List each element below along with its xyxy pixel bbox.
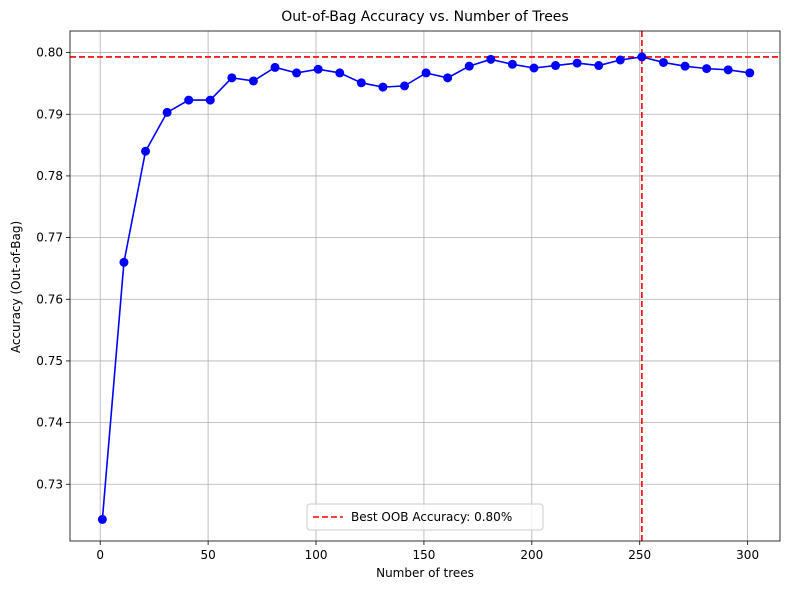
data-point-marker xyxy=(745,68,755,78)
data-point-marker xyxy=(270,62,280,72)
chart-title: Out-of-Bag Accuracy vs. Number of Trees xyxy=(281,9,568,25)
x-tick-label: 0 xyxy=(96,548,104,562)
data-point-marker xyxy=(184,95,194,105)
data-point-marker xyxy=(615,55,625,65)
data-point-marker xyxy=(205,95,215,105)
reference-lines xyxy=(70,31,780,541)
data-point-marker xyxy=(443,73,453,83)
y-tick-label: 0.80 xyxy=(36,46,63,60)
series-accuracy xyxy=(97,52,755,524)
y-tick-label: 0.76 xyxy=(36,292,63,306)
data-point-marker xyxy=(529,63,539,73)
plot-area-frame xyxy=(69,30,781,542)
x-tick-label: 100 xyxy=(305,548,328,562)
data-point-marker xyxy=(507,59,517,69)
data-point-marker xyxy=(356,78,366,88)
data-point-marker xyxy=(227,73,237,83)
data-point-marker xyxy=(658,57,668,67)
data-point-marker xyxy=(248,76,258,86)
x-tick-label: 50 xyxy=(200,548,215,562)
data-point-marker xyxy=(680,61,690,71)
data-point-marker xyxy=(594,61,604,71)
x-tick-label: 200 xyxy=(520,548,543,562)
x-tick-label: 300 xyxy=(736,548,759,562)
data-point-marker xyxy=(97,514,107,524)
data-point-marker xyxy=(141,146,151,156)
data-point-marker xyxy=(486,54,496,64)
x-axis-ticks: 0 50 100 150 200 250 300 xyxy=(96,541,759,562)
y-axis-ticks: 0.73 0.74 0.75 0.76 0.77 0.78 0.79 0.80 xyxy=(36,46,70,491)
y-tick-label: 0.75 xyxy=(36,354,63,368)
data-point-marker xyxy=(335,68,345,78)
data-point-marker xyxy=(119,257,129,267)
y-axis-label: Accuracy (Out-of-Bag) xyxy=(9,221,23,353)
data-point-marker xyxy=(313,64,323,74)
y-tick-label: 0.78 xyxy=(36,169,63,183)
data-point-marker xyxy=(421,68,431,78)
data-point-marker xyxy=(551,61,561,71)
data-point-marker xyxy=(464,61,474,71)
legend-label: Best OOB Accuracy: 0.80% xyxy=(351,510,512,524)
x-axis-label: Number of trees xyxy=(376,566,474,580)
x-tick-label: 150 xyxy=(412,548,435,562)
x-tick-label: 250 xyxy=(628,548,651,562)
data-point-marker xyxy=(637,52,647,62)
grid-lines xyxy=(70,31,780,541)
legend-box xyxy=(306,503,544,531)
legend: Best OOB Accuracy: 0.80% xyxy=(306,503,544,531)
data-point-marker xyxy=(399,81,409,91)
data-point-marker xyxy=(162,107,172,117)
y-tick-label: 0.79 xyxy=(36,107,63,121)
y-tick-label: 0.77 xyxy=(36,231,63,245)
y-tick-label: 0.73 xyxy=(36,477,63,491)
data-point-marker xyxy=(572,58,582,68)
data-point-marker xyxy=(723,65,733,75)
data-point-marker xyxy=(378,82,388,92)
data-point-marker xyxy=(292,68,302,78)
y-tick-label: 0.74 xyxy=(36,416,63,430)
data-point-marker xyxy=(702,64,712,74)
